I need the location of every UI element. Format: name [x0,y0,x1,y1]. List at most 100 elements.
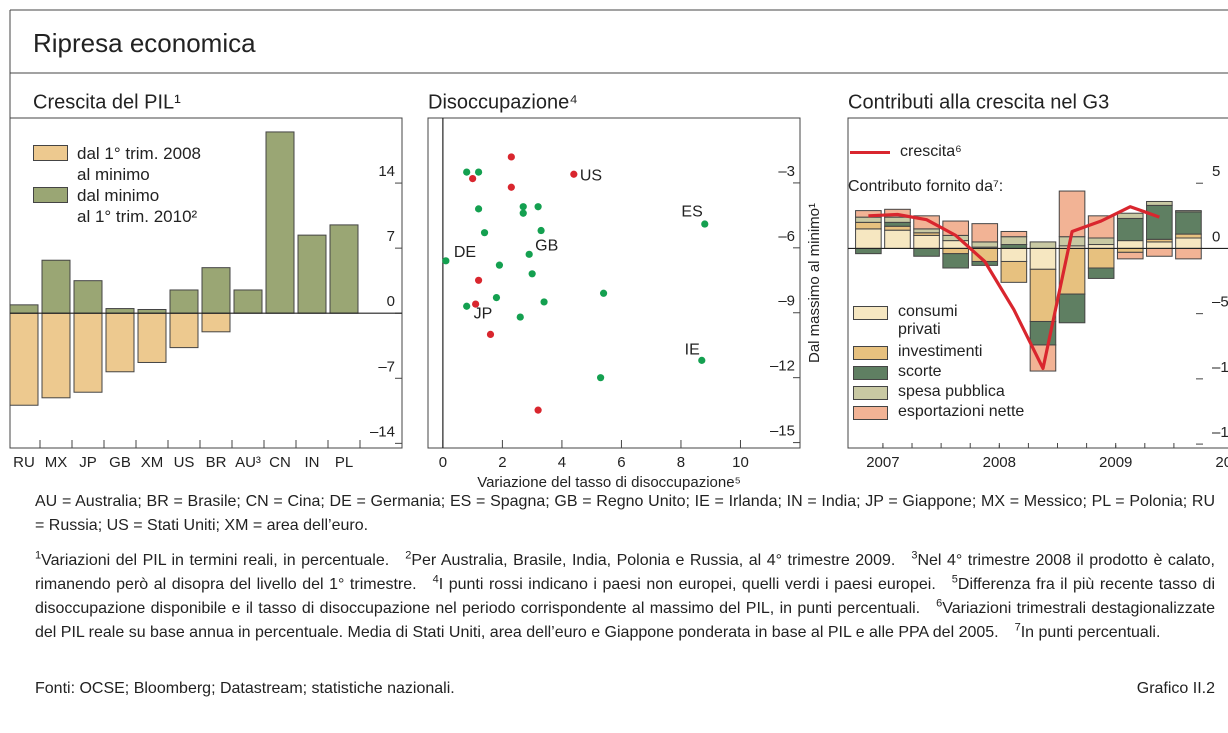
legend-label: consumi privati [898,303,958,338]
figure-label: Grafico II.2 [1136,680,1215,697]
legend-swatch [853,306,888,320]
x-tick-label: AU³ [235,454,261,471]
stacked-bar [1175,211,1202,235]
y-tick-label: –12 [770,358,795,375]
line-series [868,205,1160,370]
x-tick-label: JP [79,454,97,471]
chart-title: Crescita del PIL¹ [33,91,181,113]
footnote-text: I punti rossi indicano i paesi non europ… [438,576,936,593]
x-tick-label: 2008 [983,454,1016,471]
scatter-point [597,374,605,382]
footnote-marker: 3 [911,549,918,562]
x-tick-label: MX [45,454,68,471]
scatter-point [463,168,471,176]
stacked-bar [913,228,940,234]
stacked-bar [1116,251,1144,260]
x-tick-label: RU [13,454,35,471]
legend-swatch [33,145,68,161]
scatter-point [472,300,480,308]
legend-swatch [853,406,888,420]
bar [137,312,167,363]
stacked-bar [1087,215,1115,239]
stacked-bar [855,247,882,255]
y-tick-label: 0 [387,293,395,310]
point-label: US [580,167,602,184]
scatter-point [495,261,504,269]
stacked-bar [1175,233,1202,239]
legend-label: scorte [898,363,942,380]
stacked-bar [1175,210,1202,213]
stacked-bar [913,247,940,257]
footnote-text: Per Australia, Brasile, India, Polonia e… [411,552,896,569]
y-tick-label: –6 [778,228,795,245]
legend-swatch [853,346,888,360]
chart-title: Contributi alla crescita nel G3 [848,91,1109,113]
scatter-point [599,289,608,297]
x-tick-label: XM [141,454,164,471]
bar [105,308,135,314]
x-tick-label: 2010 [1215,454,1228,471]
charts: Ripresa economica Crescita del PIL¹ –14 –7… [9,9,1228,490]
scatter-point [486,330,495,338]
scatter-point [540,298,548,306]
y-tick-label: –7 [378,358,395,375]
scatter-point [701,220,709,228]
legend-line [850,151,890,154]
stacked-bar [1000,236,1028,246]
y-tick-label: –10 [1212,359,1228,376]
x-tick-label: 8 [677,454,685,471]
stacked-bar [1029,241,1057,249]
scatter-point [516,313,524,321]
scatter-point [525,250,533,258]
bar [169,312,199,349]
footnote-text: In punti percentuali. [1020,624,1161,641]
legend-title: Contributo fornito da⁷: [848,178,1004,195]
point-label: JP [474,305,493,322]
y-tick-label: –15 [770,423,795,440]
bar [297,234,327,314]
bar [73,280,103,314]
scatter-point [507,153,515,161]
point-label: IE [685,342,700,359]
footnote-text: Variazioni trimestrali destagionalizzate… [35,600,1216,641]
stacked-bar [1000,230,1028,238]
stacked-bar [855,228,882,249]
point-label: GB [535,238,558,255]
bar [201,312,231,333]
legend-swatch [33,187,68,203]
stacked-bar [1146,200,1173,206]
stacked-bar [942,220,969,236]
y-tick-label: –9 [778,293,795,310]
bar [105,312,135,373]
y-tick-label: –3 [778,163,795,180]
y-tick-label: –14 [370,423,395,440]
bar [233,289,263,314]
legend-label: investimenti [898,343,983,360]
x-tick-label: 2 [498,454,506,471]
scatter-point [537,226,545,235]
footnote-text: Nel 4° trimestre 2008 il prodotto è cala… [35,552,1216,593]
plot-frame [427,117,801,449]
stacked-bar [942,247,969,255]
bar [41,312,71,399]
y-tick-label: –5 [1212,294,1228,311]
footnotes: 1Variazioni del PIL in termini reali, in… [35,549,1215,645]
stacked-bar [1087,247,1115,269]
y-axis-title: Dal massimo al minimo¹ [806,203,823,363]
x-tick-label: 2009 [1099,454,1132,471]
y-tick-label: 0 [1212,228,1220,245]
bar [9,304,39,314]
stacked-bar [884,216,911,223]
stacked-bar [1146,204,1173,240]
scatter-point [469,174,477,183]
bar [329,224,359,314]
stacked-bar [1058,293,1086,324]
stacked-bar [942,253,969,269]
bar [73,312,103,393]
x-tick-label: 4 [558,454,566,471]
legend-label: dal minimo al 1° trim. 2010² [77,186,198,226]
legend-label: esportazioni nette [898,403,1025,420]
bar [169,289,199,314]
legend-swatch [853,386,888,400]
stacked-bar [855,216,882,223]
